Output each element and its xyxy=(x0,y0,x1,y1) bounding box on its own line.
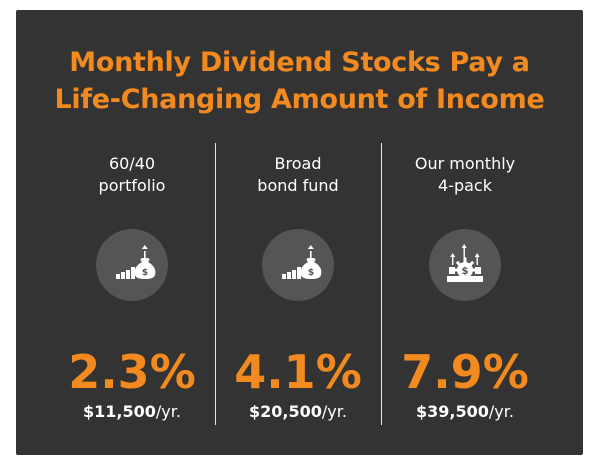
column-label: Our monthly 4-pack xyxy=(414,154,516,195)
yield-percent: 7.9% xyxy=(401,345,529,399)
money-bag-growth-icon: $ xyxy=(96,229,168,301)
infographic-title: Monthly Dividend Stocks Pay a Life-Chang… xyxy=(16,44,583,118)
annual-income: $11,500/yr. xyxy=(83,402,181,421)
infographic-card: Monthly Dividend Stocks Pay a Life-Chang… xyxy=(16,10,583,455)
annual-income: $39,500/yr. xyxy=(416,402,514,421)
dollar-gear-growth-icon: $ xyxy=(429,229,501,301)
annual-income: $20,500/yr. xyxy=(249,402,347,421)
title-line-1: Monthly Dividend Stocks Pay a xyxy=(69,47,530,78)
yield-percent: 4.1% xyxy=(234,345,362,399)
column-60-40-portfolio: 60/40 portfolio $ 2.3% $11,500/yr. xyxy=(49,153,215,423)
column-broad-bond-fund: Broad bond fund $ 4.1% $20,500/yr. xyxy=(215,153,381,423)
column-label: Broad bond fund xyxy=(257,154,339,195)
title-line-2: Life-Changing Amount of Income xyxy=(54,84,545,115)
column-label: 60/40 portfolio xyxy=(98,154,166,195)
column-divider xyxy=(215,143,216,425)
column-divider xyxy=(381,143,382,425)
svg-text:$: $ xyxy=(308,268,314,278)
column-monthly-4-pack: Our monthly 4-pack xyxy=(382,153,548,423)
money-bag-growth-icon: $ xyxy=(262,229,334,301)
yield-percent: 2.3% xyxy=(68,345,196,399)
svg-text:$: $ xyxy=(462,266,469,277)
svg-text:$: $ xyxy=(142,268,148,278)
